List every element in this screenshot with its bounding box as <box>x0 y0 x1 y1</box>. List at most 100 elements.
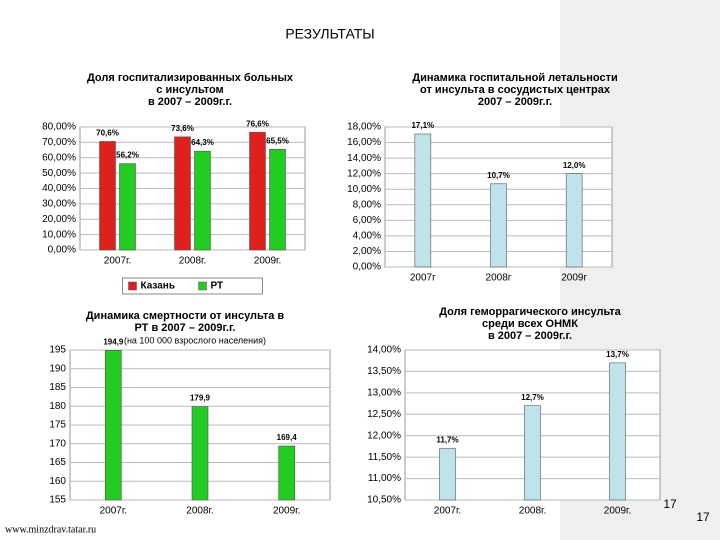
bar <box>174 136 191 251</box>
bar <box>191 406 209 501</box>
bar <box>414 133 432 268</box>
y-tick-label: 40,00% <box>42 183 76 194</box>
y-tick-label: 12,50% <box>367 409 401 420</box>
x-tick-label: 2007г. <box>104 256 131 267</box>
y-tick-label: 70,00% <box>42 137 76 148</box>
y-tick-label: 13,50% <box>367 366 401 377</box>
chart-title: 2007 – 2009г.г. <box>478 96 552 108</box>
bar <box>524 405 541 501</box>
y-tick-label: 180 <box>49 401 66 412</box>
chart-subtitle: (на 100 000 взрослого населения) <box>124 335 266 345</box>
value-label: 56,2% <box>116 151 139 160</box>
y-tick-label: 11,50% <box>368 452 401 463</box>
y-tick-label: 175 <box>49 420 66 431</box>
bar <box>194 150 211 251</box>
page-number: 17 <box>663 497 677 511</box>
y-tick-label: 50,00% <box>42 168 76 179</box>
x-tick-label: 2009г. <box>273 506 300 517</box>
bar <box>269 148 286 251</box>
x-tick-label: 2008г. <box>186 506 213 517</box>
y-tick-label: 12,00% <box>347 168 381 179</box>
y-tick-label: 14,00% <box>347 153 381 164</box>
y-tick-label: 80,00% <box>42 122 76 133</box>
bar <box>278 445 295 501</box>
legend-label: РТ <box>211 281 224 292</box>
bar <box>249 131 266 251</box>
slide-title: РЕЗУЛЬТАТЫ <box>285 26 374 42</box>
y-tick-label: 16,00% <box>347 137 381 148</box>
y-tick-label: 160 <box>49 476 66 487</box>
chart-title: Динамика смертности от инсульта в <box>86 310 285 322</box>
y-tick-label: 155 <box>49 495 66 506</box>
page-number: 17 <box>696 510 710 524</box>
value-label: 13,7% <box>606 350 629 359</box>
y-tick-label: 20,00% <box>42 214 76 225</box>
x-tick-label: 2009г. <box>254 256 281 267</box>
chart-title: в 2007 – 2009г.г. <box>488 330 572 342</box>
bar <box>439 448 456 501</box>
y-tick-label: 10,00% <box>42 229 76 240</box>
value-label: 10,7% <box>487 171 510 180</box>
y-tick-label: 10,50% <box>367 495 401 506</box>
chart-title: Динамика госпитальной летальности <box>412 72 617 84</box>
y-tick-label: 2,00% <box>353 246 381 257</box>
value-label: 17,1% <box>411 121 434 130</box>
chart-title: с инсультом <box>156 84 223 96</box>
footer: www.minzdrav.tatar.ru <box>5 524 96 535</box>
chart-title: Доля геморрагического инсульта <box>439 306 621 318</box>
y-tick-label: 8,00% <box>353 199 381 210</box>
y-tick-label: 4,00% <box>353 231 381 242</box>
y-tick-label: 165 <box>49 457 66 468</box>
y-tick-label: 13,00% <box>367 387 401 398</box>
bar <box>565 173 583 268</box>
y-tick-label: 18,00% <box>347 122 381 133</box>
x-tick-label: 2007г. <box>434 506 461 517</box>
value-label: 12,0% <box>563 161 586 170</box>
value-label: 11,7% <box>436 436 458 445</box>
bar <box>105 350 122 501</box>
y-tick-label: 170 <box>49 438 66 449</box>
x-tick-label: 2007г. <box>100 506 127 517</box>
value-label: 65,5% <box>266 136 289 145</box>
x-tick-label: 2008г <box>486 273 512 284</box>
value-label: 70,6% <box>96 129 119 138</box>
bar <box>490 183 507 268</box>
y-tick-label: 195 <box>49 345 66 356</box>
value-label: 64,3% <box>191 138 214 147</box>
chart-title: Доля госпитализированных больных <box>87 72 294 84</box>
y-tick-label: 11,00% <box>368 473 401 484</box>
y-tick-label: 30,00% <box>42 199 76 210</box>
legend-swatch <box>128 281 137 291</box>
bar <box>609 362 626 501</box>
x-tick-label: 2009г. <box>604 506 631 517</box>
y-tick-label: 12,00% <box>367 430 401 441</box>
bar <box>119 163 136 251</box>
chart-title: в 2007 – 2009г.г. <box>148 96 232 108</box>
legend-swatch <box>198 281 207 291</box>
x-tick-label: 2008г. <box>179 256 206 267</box>
y-tick-label: 0,00% <box>353 262 381 273</box>
y-tick-label: 14,00% <box>367 345 401 356</box>
chart-title: РТ в 2007 – 2009г.г. <box>134 322 235 334</box>
y-tick-label: 60,00% <box>42 152 76 163</box>
value-label: 12,7% <box>521 393 544 402</box>
y-tick-label: 10,00% <box>347 184 381 195</box>
value-label: 76,6% <box>246 119 269 128</box>
legend-box <box>122 277 263 295</box>
x-tick-label: 2008г. <box>519 506 546 517</box>
y-tick-label: 190 <box>49 363 66 374</box>
x-tick-label: 2009г <box>561 273 587 284</box>
value-label: 194,9 <box>103 337 124 346</box>
bar <box>99 141 116 251</box>
legend-label: Казань <box>141 281 176 292</box>
y-tick-label: 6,00% <box>353 215 381 226</box>
chart-title: среди всех ОНМК <box>482 318 578 330</box>
x-tick-label: 2007г <box>410 273 436 284</box>
y-tick-label: 185 <box>49 382 66 393</box>
y-tick-label: 0,00% <box>48 245 76 256</box>
value-label: 179,9 <box>190 394 211 403</box>
value-label: 169,4 <box>277 433 298 442</box>
value-label: 73,6% <box>171 124 194 133</box>
chart-title: от инсульта в сосудистых центрах <box>420 84 611 96</box>
